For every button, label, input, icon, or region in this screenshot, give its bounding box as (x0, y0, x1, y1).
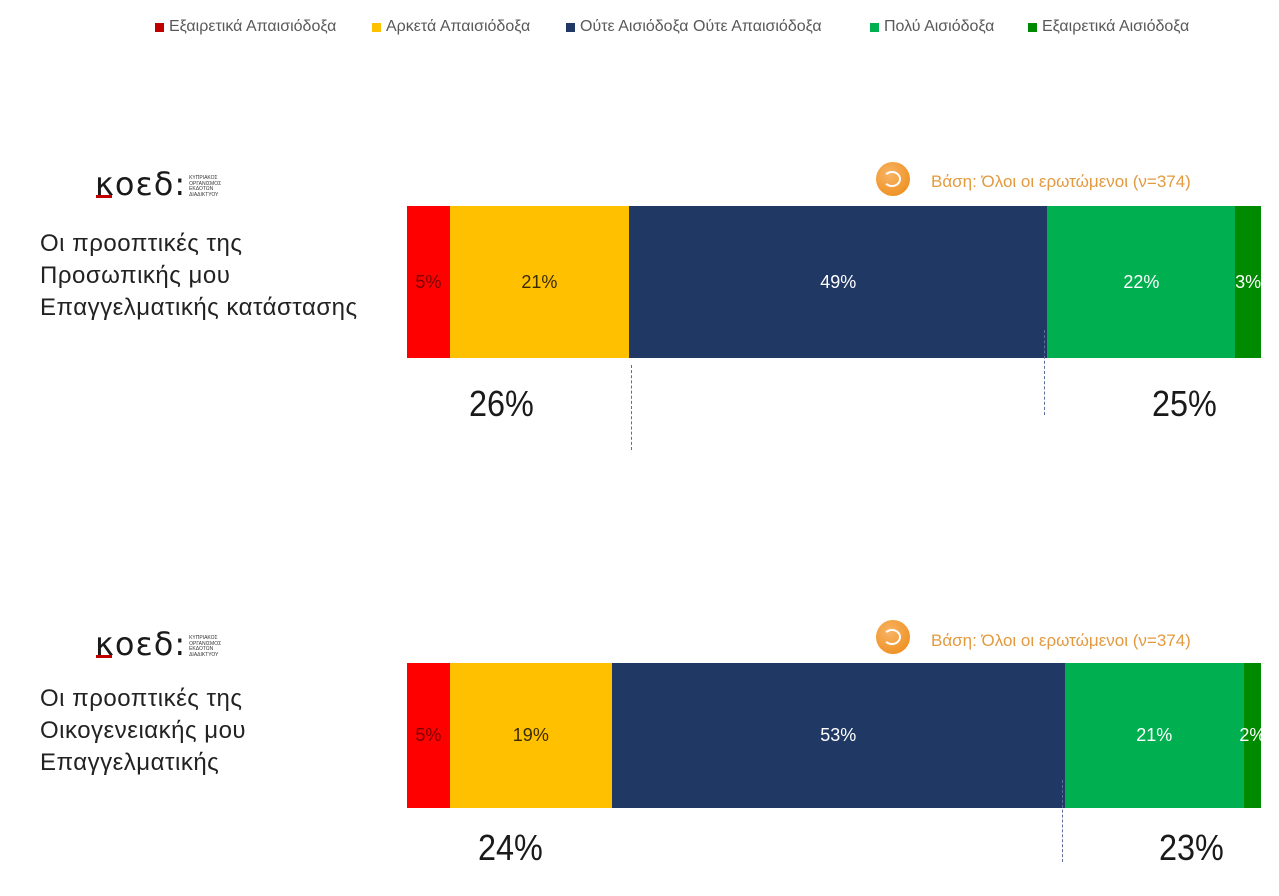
logo-word: κοεδ: (95, 625, 187, 663)
question-label: Οι προοπτικές της Οικογενειακής μου Επαγ… (40, 683, 246, 779)
data-label: 21% (521, 271, 558, 292)
logo-subtitle: ΚΥΠΡΙΑΚΟΣ ΟΡΓΑΝΙΣΜΟΣ ΕΚΔΟΤΩΝ ΔΙΑΔΙΚΤΥΟΥ (189, 635, 222, 658)
koed-logo: κοεδ: ΚΥΠΡΙΑΚΟΣ ΟΡΓΑΝΙΣΜΟΣ ΕΚΔΟΤΩΝ ΔΙΑΔΙΚΤΥ… (95, 628, 227, 660)
question-line: Προσωπικής μου (40, 262, 231, 289)
data-label: 19% (512, 725, 549, 745)
bar-segment: 5% (407, 206, 450, 358)
data-label: 21% (1136, 725, 1173, 745)
chart-legend: Εξαιρετικά Απαισιόδοξα Αρκετά Απαισιόδοξ… (0, 16, 1279, 38)
legend-swatch (372, 22, 381, 32)
basketball-icon (876, 620, 910, 654)
legend-label: Ούτε Αισιόδοξα Ούτε Απαισιόδοξα (580, 18, 822, 35)
bar-segment: 49% (629, 206, 1048, 358)
stacked-bar: 5% 21% 49% 22% 3% (407, 206, 1261, 358)
bar-segment: 22% (1047, 206, 1236, 358)
data-label: 5% (415, 725, 442, 745)
bar-segment: 5% (407, 663, 450, 808)
base-note: Βάση: Όλοι οι ερωτώμενοι (ν=374) (931, 631, 1191, 650)
legend-swatch (870, 22, 879, 32)
net-optimistic-total: 23% (1159, 827, 1224, 868)
stacked-bar: 5% 19% 53% 21% 2% (407, 663, 1265, 808)
legend-swatch (155, 22, 164, 32)
question-line: Επαγγελματικής (40, 749, 220, 776)
bar-segment: 3% (1235, 206, 1261, 358)
bar-segment: 53% (611, 663, 1065, 808)
legend-swatch (566, 22, 575, 32)
legend-item-extremely-pessimistic: Εξαιρετικά Απαισιόδοξα (155, 16, 336, 38)
legend-label: Εξαιρετικά Απαισιόδοξα (169, 18, 337, 35)
legend-label: Εξαιρετικά Αισιόδοξα (1042, 18, 1190, 35)
net-optimistic-total: 25% (1152, 383, 1217, 424)
bar-segment: 21% (449, 206, 630, 358)
data-label: 53% (820, 725, 857, 745)
data-label: 49% (820, 271, 857, 292)
question-line: Οι προοπτικές της (40, 685, 243, 712)
koed-logo: κοεδ: ΚΥΠΡΙΑΚΟΣ ΟΡΓΑΝΙΣΜΟΣ ΕΚΔΟΤΩΝ ΔΙΑΔΙΚΤΥ… (95, 168, 227, 200)
data-label: 22% (1123, 271, 1160, 292)
net-pessimistic-total: 26% (469, 383, 534, 424)
bar-segment: 19% (449, 663, 612, 808)
question-line: Οικογενειακής μου (40, 717, 247, 744)
pessimistic-divider (631, 365, 632, 450)
optimistic-divider (1062, 780, 1063, 862)
base-note: Βάση: Όλοι οι ερωτώμενοι (ν=374) (931, 172, 1191, 191)
legend-label: Αρκετά Απαισιόδοξα (386, 18, 531, 35)
logo-subtitle: ΚΥΠΡΙΑΚΟΣ ΟΡΓΑΝΙΣΜΟΣ ΕΚΔΟΤΩΝ ΔΙΑΔΙΚΤΥΟΥ (189, 175, 222, 198)
question-line: Οι προοπτικές της (40, 230, 243, 257)
basketball-icon (876, 162, 910, 196)
question-label: Οι προοπτικές της Προσωπικής μου Επαγγελ… (40, 228, 358, 324)
legend-item-quite-pessimistic: Αρκετά Απαισιόδοξα (372, 16, 530, 38)
legend-item-very-optimistic: Πολύ Αισιόδοξα (870, 16, 994, 38)
legend-swatch (1028, 22, 1037, 32)
optimistic-divider (1044, 330, 1045, 415)
legend-label: Πολύ Αισιόδοξα (884, 18, 995, 35)
data-label: 3% (1235, 271, 1262, 292)
bar-segment: 2% (1239, 663, 1265, 808)
data-label: 5% (415, 271, 442, 292)
legend-item-neutral: Ούτε Αισιόδοξα Ούτε Απαισιόδοξα (566, 16, 822, 38)
bar-segment: 21% (1064, 663, 1244, 808)
legend-item-extremely-optimistic: Εξαιρετικά Αισιόδοξα (1028, 16, 1189, 38)
logo-word: κοεδ: (95, 165, 187, 203)
data-label: 2% (1239, 725, 1266, 745)
net-pessimistic-total: 24% (478, 827, 543, 868)
question-line: Επαγγελματικής κατάστασης (40, 294, 358, 321)
